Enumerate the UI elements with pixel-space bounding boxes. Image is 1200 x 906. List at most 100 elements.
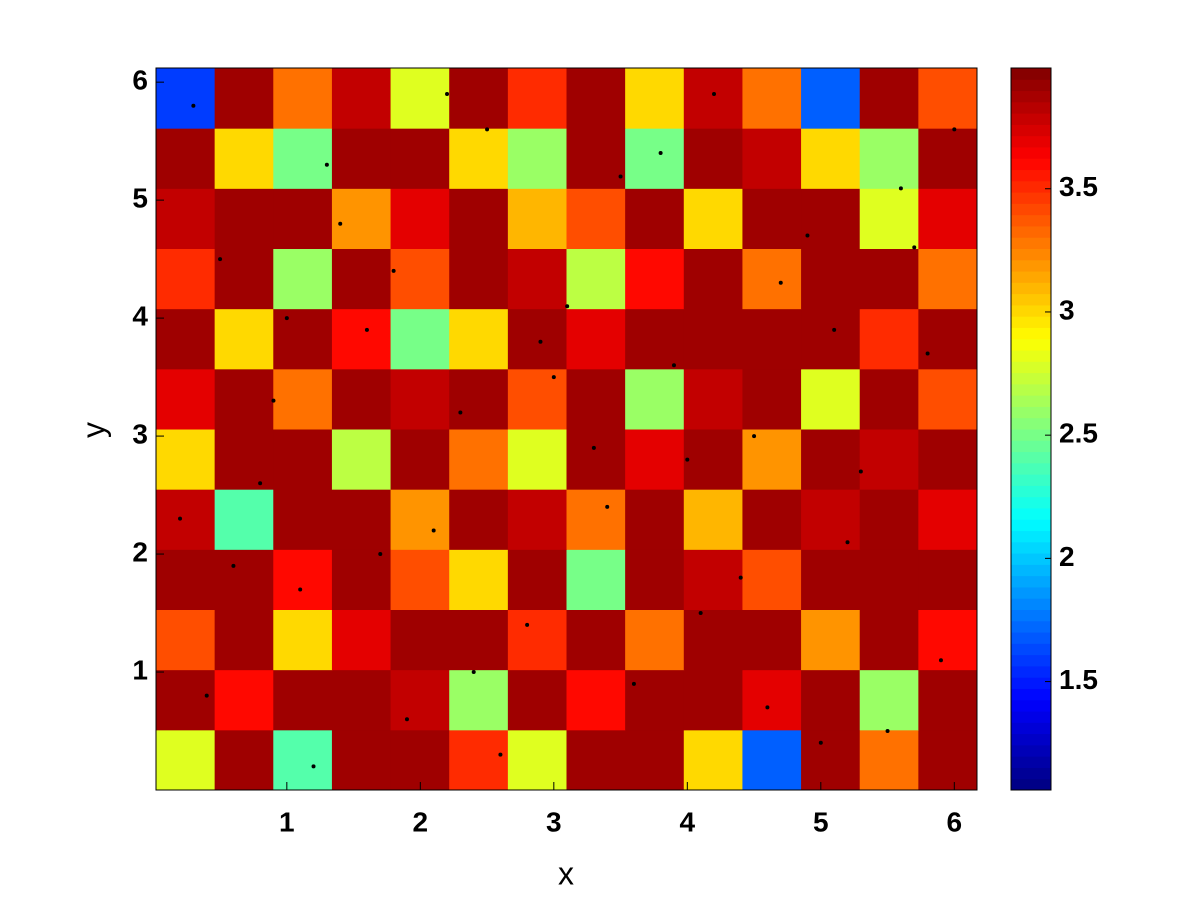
particle — [898, 186, 903, 191]
colorbar-step — [1011, 609, 1051, 622]
heatmap-cell — [918, 248, 978, 310]
heatmap-cell — [331, 669, 392, 731]
heatmap-cell — [625, 429, 685, 490]
particle — [485, 127, 490, 132]
heatmap-cell — [273, 669, 333, 731]
colorbar-step — [1011, 259, 1051, 272]
colorbar-step — [1011, 417, 1051, 430]
heatmap-cell — [859, 68, 919, 129]
heatmap-cell — [273, 729, 333, 791]
heatmap-cell — [331, 609, 392, 671]
particle — [845, 540, 850, 545]
colorbar-step — [1011, 643, 1051, 656]
heatmap-cell — [390, 308, 450, 370]
heatmap-cell — [742, 188, 802, 249]
colorbar-step — [1011, 225, 1051, 238]
heatmap-cell — [331, 188, 392, 249]
plot-frame — [155, 67, 978, 791]
heatmap-cell — [273, 368, 333, 430]
particle — [298, 587, 303, 592]
heatmap-cell — [449, 188, 509, 249]
heatmap-cell — [742, 489, 802, 550]
heatmap-cell — [566, 248, 626, 310]
colorbar-step — [1011, 429, 1051, 441]
colorbar-step — [1011, 169, 1051, 182]
heatmap-cell — [156, 248, 216, 310]
heatmap-cell — [625, 128, 685, 189]
heatmap-cell — [801, 188, 861, 249]
colorbar-step — [1011, 158, 1051, 171]
heatmap-cell — [390, 368, 450, 430]
colorbar-step — [1011, 632, 1051, 644]
x-tick-label: 3 — [546, 806, 562, 837]
heatmap-cell — [683, 248, 743, 310]
heatmap-cell — [214, 368, 274, 430]
heatmap-cell — [390, 489, 450, 550]
y-tick-label: 5 — [132, 183, 148, 214]
colorbar-step — [1011, 180, 1051, 193]
heatmap-cell — [742, 609, 802, 671]
heatmap-cell — [801, 308, 861, 370]
heatmap-cell — [331, 68, 392, 129]
heatmap-cell — [507, 128, 567, 189]
colorbar-step — [1011, 440, 1051, 453]
heatmap-cell — [214, 489, 274, 550]
heatmap-cell — [683, 489, 743, 550]
particle — [551, 375, 556, 380]
particle — [712, 91, 717, 96]
heatmap-cell — [918, 729, 978, 791]
colorbar-step — [1011, 485, 1051, 498]
heatmap-cell — [331, 248, 392, 310]
colorbar-step — [1011, 350, 1051, 362]
colorbar-step — [1011, 383, 1051, 396]
particle — [311, 764, 316, 769]
heatmap-cell — [156, 549, 216, 610]
heatmap-cell — [507, 368, 567, 430]
colorbar-step — [1011, 507, 1051, 520]
heatmap-cell — [331, 128, 392, 189]
heatmap-cell — [683, 429, 743, 490]
heatmap-cell — [156, 188, 216, 249]
heatmap-cell — [449, 609, 509, 671]
particle — [765, 705, 770, 710]
colorbar-step — [1011, 699, 1051, 712]
heatmap-cell — [566, 128, 626, 189]
heatmap-cell — [918, 609, 978, 671]
heatmap-cell — [859, 308, 919, 370]
particle — [431, 528, 436, 533]
heatmap-cell — [625, 248, 685, 310]
colorbar-step — [1011, 519, 1051, 532]
particle — [925, 351, 930, 356]
particle — [498, 752, 503, 757]
colorbar-step — [1011, 767, 1051, 780]
colorbar-step — [1011, 338, 1051, 351]
particle — [658, 150, 663, 155]
heatmap-cell — [390, 669, 450, 731]
heatmap-cell — [742, 128, 802, 189]
heatmap-cell — [214, 549, 274, 610]
heatmap-cell — [801, 669, 861, 731]
particle — [364, 327, 369, 332]
heatmap-cell — [156, 128, 216, 189]
particle — [284, 316, 289, 321]
heatmap-cell — [390, 248, 450, 310]
colorbar-step — [1011, 406, 1051, 419]
colorbar-tick-label: 3 — [1059, 294, 1075, 325]
particle — [538, 339, 543, 344]
heatmap-cell — [859, 248, 919, 310]
particle — [191, 103, 196, 108]
heatmap-cell — [918, 368, 978, 430]
heatmap-cell — [566, 429, 626, 490]
colorbar-step — [1011, 316, 1051, 328]
heatmap-cell — [683, 188, 743, 249]
heatmap-cell — [683, 128, 743, 189]
particle — [832, 327, 837, 332]
particle — [445, 91, 450, 96]
particle — [618, 174, 623, 179]
heatmap-cell — [449, 489, 509, 550]
heatmap-cell — [156, 368, 216, 430]
colorbar-tick-label: 3.5 — [1059, 171, 1098, 202]
heatmap-cell — [566, 609, 626, 671]
particle — [818, 740, 823, 745]
particle — [591, 445, 596, 450]
